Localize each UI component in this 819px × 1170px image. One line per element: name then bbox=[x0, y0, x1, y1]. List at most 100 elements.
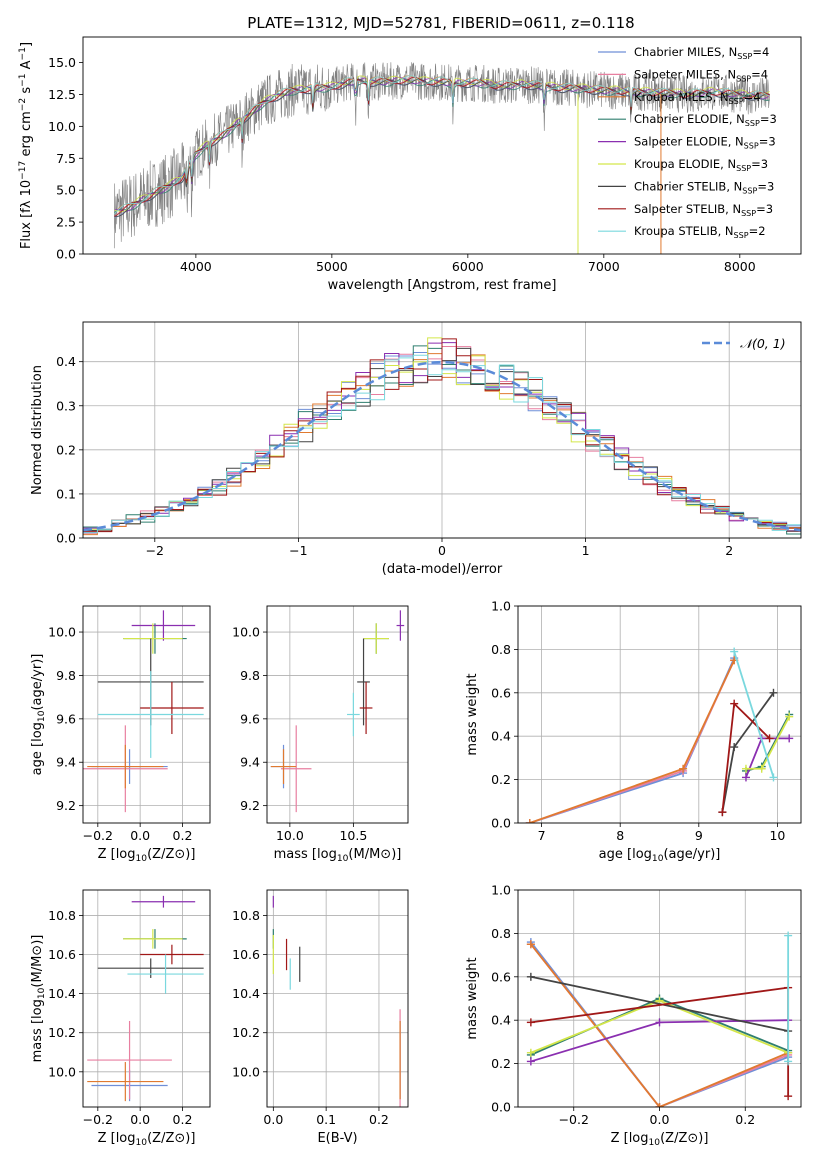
y-tick-label: 9.4 bbox=[240, 755, 260, 770]
errorbar-point bbox=[140, 944, 204, 965]
errorbar-point bbox=[280, 725, 312, 813]
x-tick-label: 1 bbox=[582, 543, 590, 558]
errorbar-point bbox=[87, 1020, 172, 1100]
legend-label: Salpeter MILES, NSSP​=4 bbox=[634, 67, 768, 83]
weight-marker bbox=[526, 1048, 535, 1057]
weight-marker bbox=[718, 808, 727, 817]
y-tick-label: 0.8 bbox=[491, 926, 511, 941]
x-axis-label: Z [log10​(Z/Z⊙)] bbox=[98, 847, 196, 864]
residual-hist-8 bbox=[83, 354, 801, 538]
y-tick-label: 9.2 bbox=[240, 798, 260, 813]
weight-marker bbox=[526, 1057, 535, 1066]
y-axis-label: Normed distribution bbox=[30, 365, 45, 495]
y-tick-label: 10.8 bbox=[232, 908, 260, 923]
errorbar-point bbox=[131, 610, 196, 641]
errorbar-point bbox=[270, 749, 297, 784]
y-tick-label: 10.0 bbox=[232, 1064, 260, 1079]
plot-area bbox=[272, 895, 401, 1107]
x-tick-label: 0.2 bbox=[173, 1112, 193, 1127]
x-tick-label: 8000 bbox=[724, 259, 756, 274]
x-axis-label: Z [log10​(Z/Z⊙)] bbox=[611, 1131, 709, 1148]
y-tick-label: 0.2 bbox=[491, 772, 511, 787]
y-tick-label: 10.0 bbox=[232, 625, 260, 640]
weight-marker bbox=[769, 773, 778, 782]
y-tick-label: 0.4 bbox=[56, 354, 76, 369]
weight-marker bbox=[757, 764, 766, 773]
x-axis-label: Z [log10​(Z/Z⊙)] bbox=[98, 1131, 196, 1148]
y-tick-label: 0.6 bbox=[491, 685, 511, 700]
y-tick-label: 7.5 bbox=[56, 151, 76, 166]
errorbar-point bbox=[97, 958, 204, 978]
x-tick-label: −1 bbox=[289, 543, 307, 558]
axes-frame bbox=[82, 605, 211, 824]
x-tick-label: 7 bbox=[538, 828, 546, 843]
y-tick-label: 0.0 bbox=[491, 816, 511, 831]
residual-hist-7 bbox=[83, 338, 801, 538]
y-tick-label: 0.6 bbox=[491, 969, 511, 984]
x-tick-label: −0.2 bbox=[83, 1112, 113, 1127]
legend-label: Kroupa MILES, NSSP​=4 bbox=[634, 90, 761, 106]
x-axis-label: mass [log10​(M/M⊙)] bbox=[274, 847, 402, 864]
y-tick-label: 10.0 bbox=[48, 625, 76, 640]
axes-frame bbox=[517, 605, 802, 824]
legend-label: 𝒩(0, 1) bbox=[740, 336, 786, 351]
legend-label: Salpeter ELODIE, NSSP​=3 bbox=[634, 135, 776, 151]
axes-frame bbox=[82, 36, 802, 255]
panel-spectrum: 4000 5000 6000 7000 8000 0.0 2.5 5.0 7.5 10.0 12.5… bbox=[18, 36, 802, 293]
x-tick-label: 10.0 bbox=[276, 828, 304, 843]
y-tick-label: 9.2 bbox=[56, 798, 76, 813]
weight-marker bbox=[741, 773, 750, 782]
y-tick-label: 9.4 bbox=[56, 755, 76, 770]
x-tick-label: −0.2 bbox=[83, 828, 113, 843]
weight-marker bbox=[730, 743, 739, 752]
legend-label: Chabrier STELIB, NSSP​=3 bbox=[634, 179, 774, 195]
legend-label: Chabrier ELODIE, NSSP​=3 bbox=[634, 112, 777, 128]
y-tick-label: 5.0 bbox=[56, 183, 76, 198]
weight-marker bbox=[741, 764, 750, 773]
y-tick-label: 10.0 bbox=[48, 119, 76, 134]
errorbar-point bbox=[359, 681, 373, 735]
y-tick-label: 0.1 bbox=[56, 486, 76, 501]
x-tick-label: 0.0 bbox=[650, 1112, 670, 1127]
x-tick-label: 0.0 bbox=[130, 1112, 150, 1127]
x-tick-label: 0 bbox=[438, 543, 446, 558]
y-tick-label: 0.0 bbox=[56, 247, 76, 262]
x-axis-label: wavelength [Angstrom, rest frame] bbox=[328, 278, 557, 293]
y-axis-label: mass [log10​(M/M⊙)] bbox=[30, 935, 47, 1063]
panel-residuals: −2 −1 0 1 2 0.0 0.1 0.2 0.3 0.4 (data-model)/error… bbox=[30, 321, 802, 577]
legend-label: Kroupa STELIB, NSSP​=2 bbox=[634, 224, 766, 240]
y-tick-label: 0.2 bbox=[491, 1056, 511, 1071]
spectrum-legend: Chabrier MILES, NSSP​=4 Salpeter MILES, N… bbox=[598, 45, 777, 240]
y-tick-label: 10.4 bbox=[48, 986, 76, 1001]
x-tick-label: 10 bbox=[769, 828, 785, 843]
weight-marker bbox=[655, 1018, 664, 1027]
x-tick-label: 7000 bbox=[588, 259, 620, 274]
weight-marker bbox=[769, 688, 778, 697]
axes-frame bbox=[266, 605, 409, 824]
model-spectrum-8 bbox=[113, 75, 770, 214]
y-tick-label: 1.0 bbox=[491, 883, 511, 898]
panel-age-vs-mass: 10.0 10.5 9.2 9.4 9.6 9.8 10.0 mass [log10​(M/M… bbox=[232, 605, 409, 864]
y-axis-label: mass weight bbox=[465, 957, 480, 1039]
x-tick-label: −0.2 bbox=[559, 1112, 589, 1127]
y-tick-label: 0.4 bbox=[491, 1013, 511, 1028]
errorbar-point bbox=[347, 692, 360, 737]
y-tick-label: 10.2 bbox=[232, 1025, 260, 1040]
errorbar-point bbox=[396, 610, 405, 641]
y-tick-label: 10.6 bbox=[232, 947, 260, 962]
x-axis-label: E(B-V) bbox=[317, 1131, 357, 1146]
y-tick-label: 0.8 bbox=[491, 642, 511, 657]
errorbar-point bbox=[357, 638, 370, 726]
x-tick-label: 0.2 bbox=[369, 1112, 389, 1127]
x-tick-label: 8 bbox=[616, 828, 624, 843]
panel-age-vs-Z: −0.2 0.0 0.2 9.2 9.4 9.6 9.8 10.0 Z [log10​(Z/Z⊙… bbox=[30, 605, 211, 864]
x-tick-label: 6000 bbox=[452, 259, 484, 274]
weight-marker bbox=[525, 819, 534, 823]
plot-area bbox=[83, 610, 204, 813]
weight-marker bbox=[679, 764, 688, 773]
plot-area bbox=[525, 647, 794, 823]
plot-area bbox=[113, 62, 770, 254]
y-tick-label: 9.6 bbox=[56, 711, 76, 726]
y-tick-label: 10.4 bbox=[232, 986, 260, 1001]
panel-weight-vs-age: 7 8 9 10 0.0 0.2 0.4 0.6 0.8 1.0 age [log10​(age/y… bbox=[465, 599, 802, 864]
